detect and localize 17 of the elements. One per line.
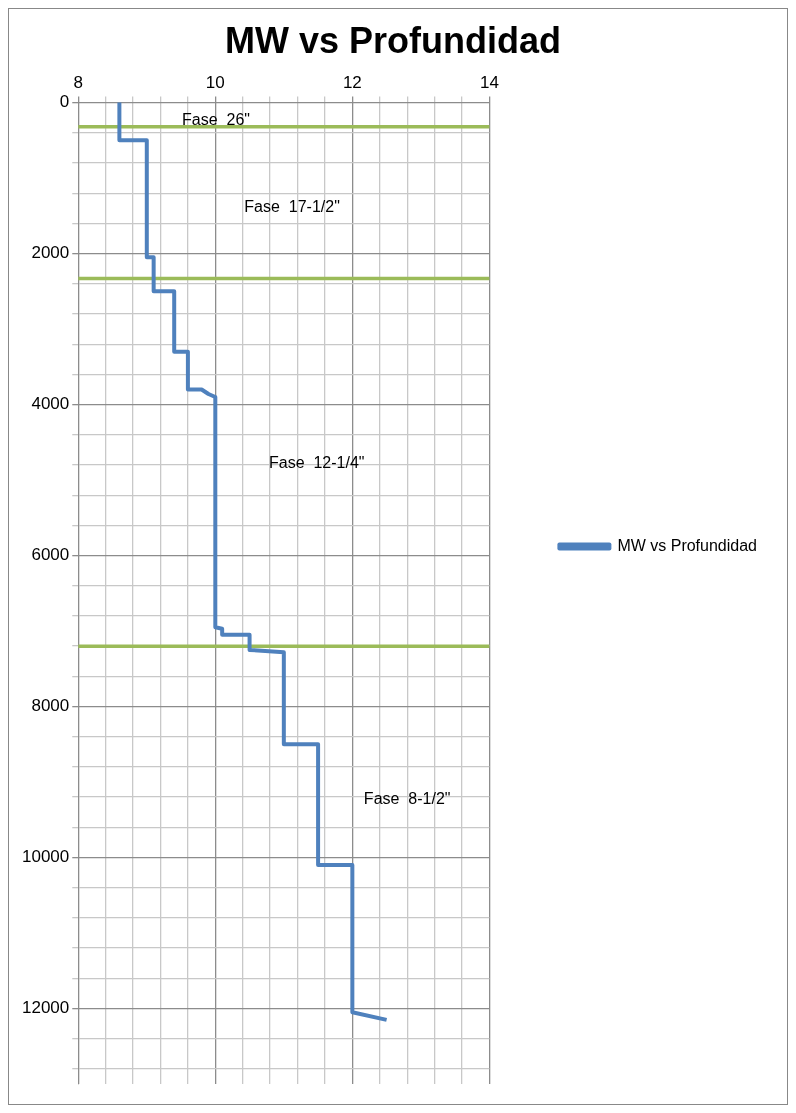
- y-tick-label: 0: [59, 92, 70, 112]
- y-tick-label: 8000: [31, 696, 70, 716]
- y-tick-label: 10000: [21, 847, 70, 867]
- y-tick-label: 2000: [31, 243, 70, 263]
- legend-label: MW vs Profundidad: [617, 536, 757, 554]
- y-tick-label: 6000: [31, 545, 70, 565]
- y-tick-label: 4000: [31, 394, 70, 414]
- x-tick-label: 12: [342, 73, 362, 93]
- x-tick-label: 8: [73, 73, 84, 93]
- annotation: Fase 26": [182, 110, 250, 128]
- annotation: Fase 8-1/2": [363, 789, 451, 807]
- x-tick-label: 10: [205, 73, 225, 93]
- chart-title: MW vs Profundidad: [225, 19, 561, 61]
- annotation: Fase 12-1/4": [268, 454, 365, 472]
- annotation: Fase 17-1/2": [244, 198, 340, 216]
- x-tick-label: 14: [479, 73, 499, 93]
- y-tick-label: 12000: [21, 998, 70, 1018]
